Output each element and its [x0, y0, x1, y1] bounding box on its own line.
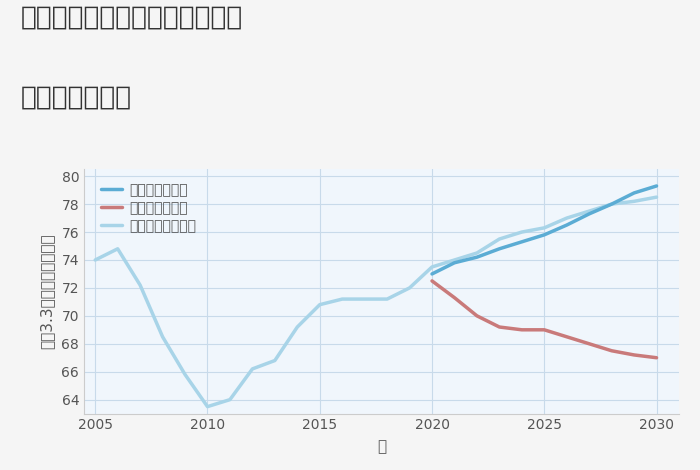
- ノーマルシナリオ: [473, 250, 481, 256]
- グッドシナリオ: [630, 190, 638, 196]
- グッドシナリオ: [652, 183, 661, 189]
- ノーマルシナリオ: [225, 397, 234, 402]
- ノーマルシナリオ: [271, 358, 279, 363]
- ノーマルシナリオ: [181, 372, 189, 377]
- ノーマルシナリオ: [495, 236, 503, 242]
- X-axis label: 年: 年: [377, 439, 386, 454]
- ノーマルシナリオ: [91, 257, 99, 263]
- ノーマルシナリオ: [338, 296, 346, 302]
- ノーマルシナリオ: [360, 296, 369, 302]
- グッドシナリオ: [563, 222, 571, 228]
- ノーマルシナリオ: [316, 302, 324, 307]
- ノーマルシナリオ: [630, 198, 638, 204]
- グッドシナリオ: [608, 201, 616, 207]
- ノーマルシナリオ: [608, 201, 616, 207]
- バッドシナリオ: [473, 313, 481, 319]
- Legend: グッドシナリオ, バッドシナリオ, ノーマルシナリオ: グッドシナリオ, バッドシナリオ, ノーマルシナリオ: [97, 179, 200, 237]
- グッドシナリオ: [473, 254, 481, 260]
- Text: 大阪府堺市堺区百舌鳥夕雲町の: 大阪府堺市堺区百舌鳥夕雲町の: [21, 5, 244, 31]
- ノーマルシナリオ: [158, 334, 167, 340]
- ノーマルシナリオ: [428, 264, 436, 270]
- ノーマルシナリオ: [136, 282, 144, 288]
- グッドシナリオ: [517, 239, 526, 245]
- ノーマルシナリオ: [540, 225, 549, 231]
- Line: グッドシナリオ: グッドシナリオ: [432, 186, 657, 274]
- ノーマルシナリオ: [517, 229, 526, 235]
- バッドシナリオ: [517, 327, 526, 333]
- バッドシナリオ: [540, 327, 549, 333]
- バッドシナリオ: [563, 334, 571, 340]
- バッドシナリオ: [585, 341, 594, 346]
- ノーマルシナリオ: [585, 208, 594, 214]
- ノーマルシナリオ: [652, 194, 661, 200]
- Line: ノーマルシナリオ: ノーマルシナリオ: [95, 197, 657, 407]
- ノーマルシナリオ: [248, 366, 257, 372]
- ノーマルシナリオ: [563, 215, 571, 221]
- グッドシナリオ: [495, 246, 503, 251]
- ノーマルシナリオ: [405, 285, 414, 291]
- Y-axis label: 坪（3.3㎡）単価（万円）: 坪（3.3㎡）単価（万円）: [39, 234, 55, 349]
- グッドシナリオ: [540, 232, 549, 238]
- バッドシナリオ: [630, 352, 638, 358]
- グッドシナリオ: [428, 271, 436, 277]
- バッドシナリオ: [428, 278, 436, 284]
- Line: バッドシナリオ: バッドシナリオ: [432, 281, 657, 358]
- Text: 土地の価格推移: 土地の価格推移: [21, 85, 132, 110]
- ノーマルシナリオ: [113, 246, 122, 251]
- バッドシナリオ: [450, 295, 459, 300]
- ノーマルシナリオ: [383, 296, 391, 302]
- バッドシナリオ: [495, 324, 503, 330]
- バッドシナリオ: [608, 348, 616, 353]
- バッドシナリオ: [652, 355, 661, 360]
- ノーマルシナリオ: [450, 257, 459, 263]
- グッドシナリオ: [450, 260, 459, 266]
- ノーマルシナリオ: [293, 324, 302, 330]
- ノーマルシナリオ: [203, 404, 211, 409]
- グッドシナリオ: [585, 211, 594, 217]
